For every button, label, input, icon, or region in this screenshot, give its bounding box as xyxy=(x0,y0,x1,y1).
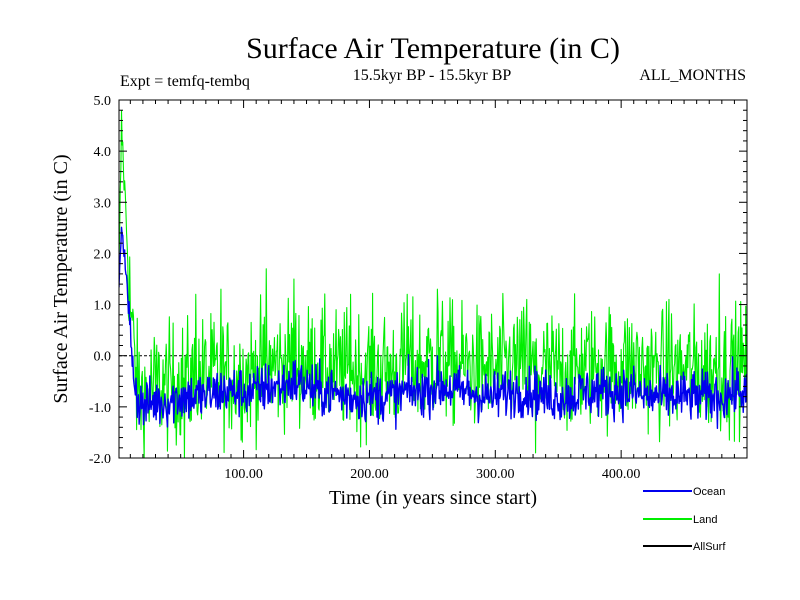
y-tick-label: 2.0 xyxy=(94,247,112,262)
x-axis-label: Time (in years since start) xyxy=(329,487,537,509)
plot-frame xyxy=(118,99,748,459)
y-tick-label: 5.0 xyxy=(94,94,112,109)
y-tick-label: -1.0 xyxy=(89,401,111,416)
x-tick-label: 100.00 xyxy=(224,467,263,482)
x-tick-label: 300.00 xyxy=(476,467,515,482)
x-tick-labels: 100.00 200.00 300.00 400.00 xyxy=(224,467,640,482)
y-tick-label: 0.0 xyxy=(94,350,112,365)
legend-label-ocean: Ocean xyxy=(693,486,725,498)
y-tick-labels: -2.0 -1.0 0.0 1.0 2.0 3.0 4.0 5.0 xyxy=(89,94,111,467)
y-tick-label: 1.0 xyxy=(94,299,112,314)
y-tick-label: -2.0 xyxy=(89,452,111,467)
series-layer xyxy=(119,110,747,458)
series-line-ocean xyxy=(119,226,747,430)
y-tick-label: 4.0 xyxy=(94,145,112,160)
legend-label-allsurf: AllSurf xyxy=(693,541,726,553)
tick-layer xyxy=(119,99,748,459)
legend-label-land: Land xyxy=(693,514,717,526)
chart-subtitle-center: 15.5kyr BP - 15.5kyr BP xyxy=(353,67,512,84)
chart-title: Surface Air Temperature (in C) xyxy=(246,32,620,65)
x-tick-label: 200.00 xyxy=(350,467,389,482)
chart-subtitle-left: Expt = temfq-tembq xyxy=(120,73,250,90)
legend: Ocean Land AllSurf xyxy=(643,486,726,553)
x-tick-label: 400.00 xyxy=(602,467,641,482)
chart-subtitle-right: ALL_MONTHS xyxy=(639,67,746,84)
y-axis-label: Surface Air Temperature (in C) xyxy=(50,154,72,403)
y-tick-label: 3.0 xyxy=(94,196,112,211)
